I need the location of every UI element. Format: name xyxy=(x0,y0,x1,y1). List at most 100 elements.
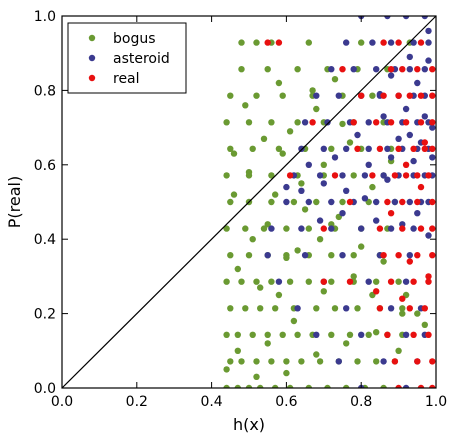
point-bogus xyxy=(268,198,275,206)
point-asteroid xyxy=(350,66,357,73)
point-bogus xyxy=(279,331,286,338)
point-bogus xyxy=(414,310,421,317)
point-asteroid xyxy=(313,331,320,338)
point-asteroid xyxy=(369,39,376,46)
point-real xyxy=(387,66,395,73)
point-real xyxy=(410,278,417,285)
point-asteroid xyxy=(324,119,331,126)
point-asteroid xyxy=(301,119,309,126)
point-bogus xyxy=(223,278,230,285)
point-asteroid xyxy=(361,195,369,202)
point-real xyxy=(395,384,402,388)
point-real xyxy=(417,39,425,46)
point-asteroid xyxy=(365,161,372,168)
point-asteroid xyxy=(406,131,413,139)
point-asteroid xyxy=(358,331,365,338)
point-asteroid xyxy=(384,16,391,20)
point-asteroid xyxy=(425,27,432,35)
point-bogus xyxy=(238,278,245,285)
point-asteroid xyxy=(429,124,436,131)
point-bogus xyxy=(298,180,305,187)
point-real xyxy=(331,172,339,179)
point-real xyxy=(346,198,354,206)
point-bogus xyxy=(331,305,339,312)
point-real xyxy=(399,66,406,73)
point-asteroid xyxy=(298,225,305,232)
point-asteroid xyxy=(421,16,428,20)
point-real xyxy=(429,92,436,99)
point-real xyxy=(376,225,384,232)
point-real xyxy=(429,225,436,232)
point-real xyxy=(399,198,406,206)
point-bogus xyxy=(242,102,249,109)
point-bogus xyxy=(245,119,253,126)
point-asteroid xyxy=(395,135,402,142)
point-real xyxy=(391,358,399,365)
point-real xyxy=(429,358,436,365)
point-asteroid xyxy=(316,172,324,179)
point-bogus xyxy=(380,258,387,265)
point-asteroid xyxy=(402,384,410,388)
point-real xyxy=(380,92,387,99)
point-asteroid xyxy=(305,161,312,168)
point-asteroid xyxy=(402,278,410,285)
point-real xyxy=(376,145,384,152)
point-real xyxy=(286,172,294,179)
point-real xyxy=(387,278,395,285)
x-axis-label: h(x) xyxy=(233,415,265,434)
point-asteroid xyxy=(387,225,395,232)
point-asteroid xyxy=(373,198,380,206)
point-bogus xyxy=(268,358,275,365)
point-real xyxy=(387,210,395,217)
point-real xyxy=(395,145,402,152)
point-asteroid xyxy=(365,119,372,126)
point-asteroid xyxy=(406,198,413,206)
point-bogus xyxy=(223,225,230,232)
point-bogus xyxy=(328,145,335,152)
point-real xyxy=(429,384,436,388)
point-bogus xyxy=(238,358,245,365)
point-bogus xyxy=(272,191,279,198)
point-asteroid xyxy=(373,66,380,73)
point-real xyxy=(369,172,376,179)
point-asteroid xyxy=(387,305,395,312)
point-bogus xyxy=(227,145,234,152)
point-asteroid xyxy=(425,57,432,64)
x-tick-label: 0.4 xyxy=(200,394,222,410)
point-bogus xyxy=(227,305,234,312)
point-real xyxy=(406,92,413,99)
point-real xyxy=(429,119,436,126)
point-bogus xyxy=(283,369,290,377)
point-real xyxy=(373,288,380,295)
point-asteroid xyxy=(406,252,413,259)
point-real xyxy=(417,384,425,388)
point-bogus xyxy=(257,305,264,312)
y-tick-label: 0.8 xyxy=(34,83,56,99)
point-bogus xyxy=(245,252,253,259)
point-asteroid xyxy=(316,217,324,224)
point-real xyxy=(402,119,410,126)
point-bogus xyxy=(343,384,350,388)
point-bogus xyxy=(328,331,335,338)
point-real xyxy=(425,172,432,179)
y-tick-label: 1.0 xyxy=(34,9,56,25)
point-real xyxy=(429,145,436,152)
legend-box xyxy=(67,22,187,94)
point-bogus xyxy=(245,169,253,176)
point-asteroid xyxy=(365,145,372,152)
point-bogus xyxy=(305,384,312,388)
point-bogus xyxy=(260,135,268,142)
y-tick-label: 0.0 xyxy=(34,381,56,397)
point-real xyxy=(425,278,432,285)
point-real xyxy=(387,119,395,126)
point-bogus xyxy=(346,139,354,146)
point-real xyxy=(309,119,316,126)
legend-label-bogus: bogus xyxy=(113,31,156,47)
point-real xyxy=(421,145,428,152)
point-asteroid xyxy=(406,53,413,61)
point-bogus xyxy=(399,310,406,317)
point-bogus xyxy=(290,317,298,325)
point-asteroid xyxy=(268,225,275,232)
point-bogus xyxy=(279,92,286,99)
